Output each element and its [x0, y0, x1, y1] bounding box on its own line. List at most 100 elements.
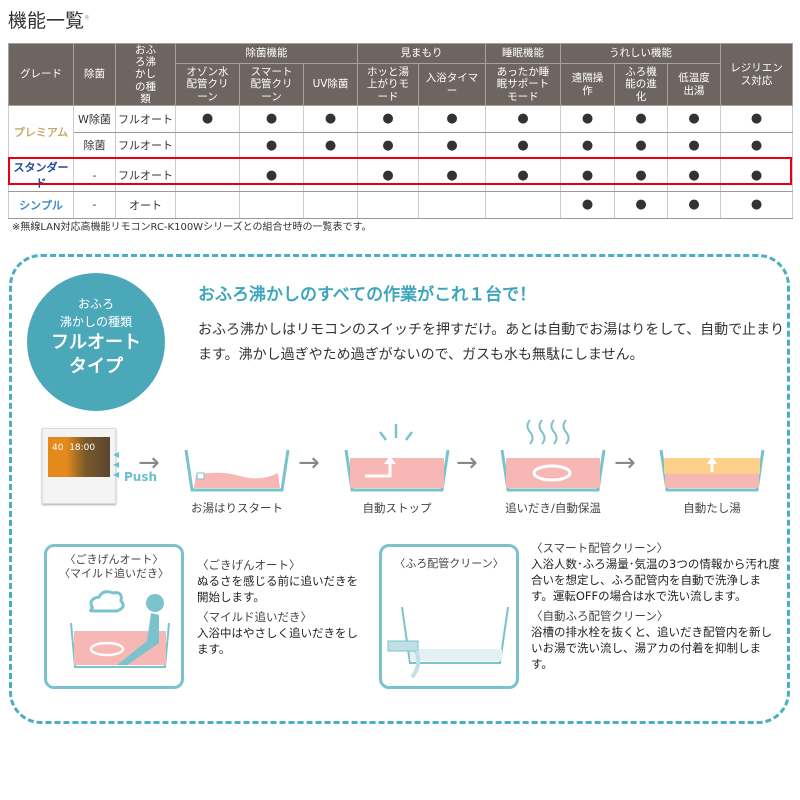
- subheader: 遠隔操作: [560, 63, 616, 106]
- box1-caption2: 〈マイルド追いだき〉: [59, 567, 169, 580]
- feature-dot: ●: [418, 158, 487, 192]
- feature-dot: ●: [239, 131, 304, 159]
- feature-dot: ●: [239, 158, 304, 192]
- jokin-cell: -: [73, 158, 116, 192]
- feature-dot: ●: [357, 158, 420, 192]
- feature-dot: ●: [720, 105, 794, 133]
- grade-cell: プレミアム: [8, 105, 74, 159]
- header-type: おふろ沸かしの種類: [115, 43, 176, 106]
- feature-empty: [175, 158, 240, 192]
- header-jokin: 除菌: [73, 43, 116, 106]
- header-mimamori: 見まもり: [357, 43, 487, 64]
- feature-dot: ●: [720, 158, 794, 192]
- jokin-cell: -: [73, 191, 116, 219]
- feature-dot: ●: [560, 131, 616, 159]
- badge-line1: おふろ: [77, 297, 114, 311]
- feature-dot: ●: [357, 105, 420, 133]
- feature-dot: ●: [667, 131, 722, 159]
- feature-dot: ●: [720, 131, 794, 159]
- desc-text: 入浴人数･ふろ湯量･気温の3つの情報から汚れ度合いを想定し、ふろ配管内を自動で洗…: [531, 557, 780, 603]
- feature-dot: ●: [485, 131, 562, 159]
- subheader: オゾン水配管クリーン: [175, 63, 240, 106]
- page-title: 機能一覧®: [8, 10, 91, 32]
- feature-dot: ●: [667, 191, 722, 219]
- feature-dot: ●: [720, 191, 794, 219]
- badge-line4: タイプ: [69, 356, 123, 377]
- push-indicator-icon: ◀ ◀ ◀: [113, 450, 120, 479]
- feature-dot: ●: [667, 158, 722, 192]
- feature-dot: ●: [302, 131, 359, 159]
- pipe-clean-box: 〈ふろ配管クリーン〉: [379, 544, 519, 689]
- feature-dot: ●: [175, 105, 240, 133]
- feature-empty: [302, 191, 359, 219]
- box1-caption1: 〈ごきげんオート〉: [64, 553, 164, 566]
- feature-dot: ●: [418, 131, 487, 159]
- remote-temp: 40: [52, 443, 64, 453]
- table-row: 除菌 フルオート ● ● ● ● ● ● ● ● ●: [9, 131, 794, 159]
- lead-text: おふろ沸かしはリモコンのスイッチを押すだけ。あとは自動でお湯はりをして、自動で止…: [198, 322, 785, 363]
- feature-dot: ●: [357, 131, 420, 159]
- grade-cell: スタンダード: [8, 158, 74, 192]
- jokin-cell: 除菌: [73, 131, 116, 159]
- jokin-cell: W除菌: [73, 105, 116, 133]
- desc-heading: 〈マイルド追いだき〉: [197, 610, 312, 624]
- steps-illustration: [184, 419, 765, 492]
- feature-empty: [175, 131, 240, 159]
- type-cell: フルオート: [115, 158, 176, 192]
- feature-empty: [418, 191, 487, 219]
- feature-dot: ●: [485, 105, 562, 133]
- feature-empty: [175, 191, 240, 219]
- arrow-icon: →: [614, 448, 636, 478]
- arrow-icon: →: [138, 448, 160, 478]
- feature-dot: ●: [614, 105, 669, 133]
- table-note: ※無線LAN対応高機能リモコンRC-K100Wシリーズとの組合せ時の一覧表です。: [12, 222, 372, 233]
- gokigen-description: 〈ごきげんオート〉 ぬるさを感じる前に追いだきを開始します。 〈マイルド追いだき…: [197, 557, 362, 657]
- subheader: スマート配管クリーン: [239, 63, 304, 106]
- header-happy: うれしい機能: [560, 43, 722, 64]
- grade-cell: シンプル: [8, 191, 74, 219]
- feature-dot: ●: [667, 105, 722, 133]
- feature-empty: [357, 191, 420, 219]
- badge-line3: フルオート: [51, 332, 141, 353]
- pipe-clean-description: 〈スマート配管クリーン〉 入浴人数･ふろ湯量･気温の3つの情報から汚れ度合いを想…: [531, 540, 781, 672]
- feature-dot: ●: [239, 105, 304, 133]
- feature-dot: ●: [560, 158, 616, 192]
- feature-dot: ●: [418, 105, 487, 133]
- arrow-icon: →: [298, 448, 320, 478]
- subheader: ふろ機能の進化: [614, 63, 669, 106]
- subheader: ホッと湯上がりモード: [357, 63, 420, 106]
- type-cell: フルオート: [115, 131, 176, 159]
- table-row: スタンダード - フルオート ● ● ● ● ● ● ● ●: [8, 158, 794, 192]
- type-cell: オート: [115, 191, 176, 219]
- feature-dot: ●: [302, 105, 359, 133]
- feature-dot: ●: [614, 131, 669, 159]
- feature-table: グレード 除菌 おふろ沸かしの種類 除菌機能 見まもり 睡眠機能 うれしい機能 …: [8, 43, 794, 219]
- remote-controller-image: 40 18:00: [42, 428, 116, 504]
- badge-line2: 沸かしの種類: [59, 315, 132, 329]
- desc-text: ぬるさを感じる前に追いだきを開始します。: [197, 574, 358, 604]
- feature-dot: ●: [614, 158, 669, 192]
- feature-dot: ●: [485, 158, 562, 192]
- table-row: シンプル - オート ● ● ● ●: [8, 191, 794, 219]
- desc-heading: 〈自動ふろ配管クリーン〉: [531, 609, 669, 623]
- bather-tub-icon: [70, 590, 170, 668]
- tub-auto-stop-icon: [344, 424, 450, 492]
- push-label: Push: [124, 470, 158, 484]
- subheader: 入浴タイマー: [418, 63, 487, 106]
- arrow-icon: →: [456, 448, 478, 478]
- tub-reheat-icon: [500, 419, 606, 492]
- tub-auto-add-icon: [659, 449, 765, 492]
- pipe-clean-tub-icon: [387, 606, 509, 679]
- tub-filling-icon: [184, 449, 290, 492]
- subheader: UV除菌: [302, 63, 359, 106]
- feature-dot: ●: [560, 105, 616, 133]
- feature-empty: [302, 158, 359, 192]
- feature-empty: [485, 191, 562, 219]
- step-label: 追いだき/自動保温: [505, 501, 601, 515]
- subheader: 低温度出湯: [667, 63, 722, 106]
- header-sleep: 睡眠機能: [485, 43, 562, 64]
- step-label: 自動ストップ: [362, 501, 432, 515]
- step-label: お湯はりスタート: [191, 501, 283, 515]
- step-label: 自動たし湯: [683, 501, 741, 515]
- headline: おふろ沸かしのすべての作業がこれ１台で！: [198, 285, 537, 305]
